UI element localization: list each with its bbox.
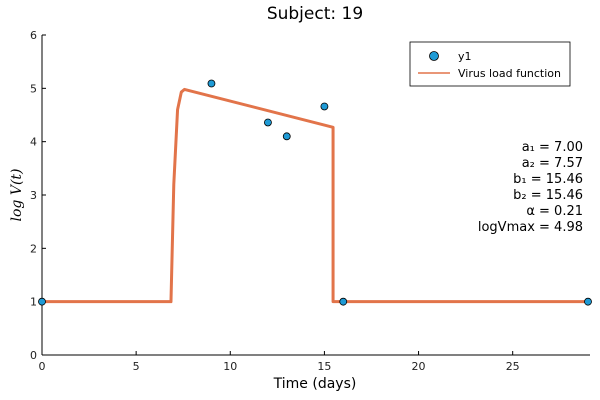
data-point xyxy=(207,79,216,88)
x-axis-label: Time (days) xyxy=(273,376,357,392)
legend: y1 Virus load function xyxy=(409,41,571,87)
annotation-b2: b₂ = 15.46 xyxy=(513,188,583,203)
x-tick-label: 15 xyxy=(317,360,331,373)
y-tick-label: 4 xyxy=(30,136,37,149)
y-tick-label: 6 xyxy=(30,29,37,42)
y-tick-label: 0 xyxy=(30,349,37,362)
annotation-b1: b₁ = 15.46 xyxy=(513,172,583,187)
annotation-a2: a₂ = 7.57 xyxy=(522,156,583,171)
annotation-a1: a₁ = 7.00 xyxy=(522,140,583,155)
x-tick-label: 5 xyxy=(133,360,140,373)
x-ticks: 0 5 10 15 20 25 xyxy=(39,351,520,373)
y-ticks: 0 1 2 3 4 5 6 xyxy=(30,29,46,362)
data-point xyxy=(38,297,46,306)
data-point xyxy=(339,297,348,306)
parameter-annotations: a₁ = 7.00 a₂ = 7.57 b₁ = 15.46 b₂ = 15.4… xyxy=(478,140,583,235)
legend-label-y1: y1 xyxy=(458,50,472,63)
series-line-virus-load xyxy=(42,87,588,304)
y-axis-label: log V(t) xyxy=(9,169,25,222)
x-tick-label: 10 xyxy=(223,360,237,373)
y-tick-label: 1 xyxy=(30,296,37,309)
legend-marker-y1 xyxy=(429,51,439,61)
legend-label-virus-load: Virus load function xyxy=(458,67,561,80)
x-tick-label: 20 xyxy=(412,360,426,373)
data-point xyxy=(282,132,291,141)
annotation-alpha: α = 0.21 xyxy=(526,204,583,219)
legend-box xyxy=(409,41,571,87)
data-point xyxy=(584,297,592,306)
chart-title: Subject: 19 xyxy=(267,4,363,24)
x-tick-label: 25 xyxy=(506,360,520,373)
y-tick-label: 5 xyxy=(30,82,37,95)
plot-area xyxy=(38,79,592,306)
data-point xyxy=(264,118,272,127)
y-tick-label: 2 xyxy=(30,242,37,255)
x-tick-label: 0 xyxy=(39,360,46,373)
data-point xyxy=(320,102,329,111)
y-tick-label: 3 xyxy=(30,189,37,202)
annotation-logvmax: logVmax = 4.98 xyxy=(478,220,583,235)
